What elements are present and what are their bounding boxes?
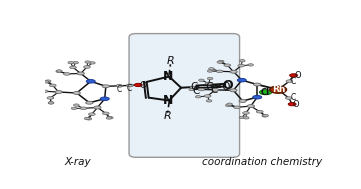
- Ellipse shape: [263, 114, 269, 117]
- Ellipse shape: [88, 113, 95, 115]
- Ellipse shape: [198, 88, 205, 91]
- Ellipse shape: [190, 86, 196, 88]
- Ellipse shape: [239, 100, 246, 102]
- Ellipse shape: [103, 112, 109, 115]
- Ellipse shape: [195, 96, 201, 98]
- Ellipse shape: [90, 62, 95, 64]
- Ellipse shape: [270, 86, 287, 93]
- Text: C: C: [291, 77, 296, 86]
- Ellipse shape: [84, 117, 90, 120]
- Ellipse shape: [227, 103, 232, 105]
- Ellipse shape: [253, 83, 261, 86]
- Ellipse shape: [86, 118, 92, 120]
- Ellipse shape: [204, 95, 211, 97]
- Ellipse shape: [239, 116, 245, 119]
- Text: X-ray: X-ray: [64, 157, 91, 167]
- Text: C: C: [116, 84, 122, 94]
- Ellipse shape: [127, 84, 133, 87]
- Ellipse shape: [55, 91, 62, 94]
- Ellipse shape: [134, 83, 142, 87]
- Ellipse shape: [56, 70, 61, 73]
- Ellipse shape: [70, 66, 77, 69]
- Text: coordination chemistry: coordination chemistry: [202, 157, 322, 167]
- Ellipse shape: [234, 106, 240, 109]
- Ellipse shape: [209, 68, 214, 70]
- Ellipse shape: [43, 81, 49, 83]
- Text: Cl: Cl: [261, 88, 270, 97]
- Text: O: O: [222, 79, 232, 92]
- Ellipse shape: [243, 117, 249, 119]
- Ellipse shape: [86, 101, 93, 104]
- Ellipse shape: [108, 117, 113, 119]
- Ellipse shape: [32, 90, 38, 92]
- Ellipse shape: [243, 112, 249, 114]
- Ellipse shape: [80, 107, 87, 110]
- Ellipse shape: [100, 97, 109, 101]
- Ellipse shape: [247, 105, 255, 108]
- Text: O: O: [140, 81, 147, 90]
- Ellipse shape: [253, 95, 262, 99]
- Ellipse shape: [262, 115, 268, 117]
- Ellipse shape: [48, 102, 54, 104]
- Ellipse shape: [85, 61, 91, 63]
- Ellipse shape: [106, 117, 112, 119]
- Text: R: R: [164, 111, 171, 121]
- Text: C: C: [193, 86, 200, 96]
- Ellipse shape: [41, 90, 48, 93]
- Ellipse shape: [47, 97, 54, 99]
- Ellipse shape: [230, 89, 237, 92]
- Ellipse shape: [230, 70, 237, 73]
- Text: C: C: [290, 93, 296, 102]
- Ellipse shape: [224, 64, 231, 67]
- Ellipse shape: [71, 107, 77, 109]
- Ellipse shape: [286, 97, 292, 99]
- Ellipse shape: [248, 64, 253, 66]
- Ellipse shape: [237, 78, 246, 82]
- Ellipse shape: [199, 79, 204, 81]
- Text: C=C=O: C=C=O: [190, 82, 231, 92]
- Ellipse shape: [207, 70, 213, 72]
- Ellipse shape: [73, 91, 81, 94]
- Ellipse shape: [212, 88, 219, 91]
- FancyBboxPatch shape: [129, 34, 240, 157]
- Ellipse shape: [74, 104, 79, 106]
- Ellipse shape: [218, 60, 224, 63]
- Text: C: C: [127, 84, 132, 93]
- Ellipse shape: [86, 80, 95, 83]
- Ellipse shape: [256, 110, 263, 113]
- Ellipse shape: [48, 102, 54, 104]
- Ellipse shape: [68, 61, 74, 64]
- Ellipse shape: [73, 61, 78, 64]
- Ellipse shape: [286, 80, 293, 82]
- Text: N: N: [163, 94, 173, 107]
- Ellipse shape: [84, 66, 90, 68]
- Text: R: R: [166, 56, 174, 66]
- Text: C: C: [210, 85, 218, 95]
- Ellipse shape: [216, 70, 223, 73]
- Ellipse shape: [45, 80, 51, 82]
- Ellipse shape: [205, 82, 212, 85]
- Text: O: O: [292, 100, 299, 109]
- Ellipse shape: [77, 72, 84, 75]
- Text: N: N: [163, 70, 173, 83]
- Ellipse shape: [49, 84, 56, 87]
- Ellipse shape: [217, 61, 223, 63]
- Ellipse shape: [116, 84, 123, 87]
- Text: Rh: Rh: [272, 85, 285, 94]
- Ellipse shape: [260, 90, 272, 95]
- Ellipse shape: [207, 77, 213, 80]
- Ellipse shape: [288, 103, 296, 106]
- Ellipse shape: [189, 88, 195, 91]
- Text: O: O: [294, 70, 301, 80]
- Ellipse shape: [102, 85, 109, 88]
- Ellipse shape: [290, 74, 297, 77]
- Ellipse shape: [94, 106, 101, 109]
- Ellipse shape: [64, 73, 70, 75]
- Ellipse shape: [238, 64, 245, 67]
- Ellipse shape: [239, 60, 245, 62]
- Ellipse shape: [206, 100, 212, 102]
- Ellipse shape: [33, 88, 39, 90]
- Ellipse shape: [225, 104, 231, 107]
- Ellipse shape: [56, 70, 62, 72]
